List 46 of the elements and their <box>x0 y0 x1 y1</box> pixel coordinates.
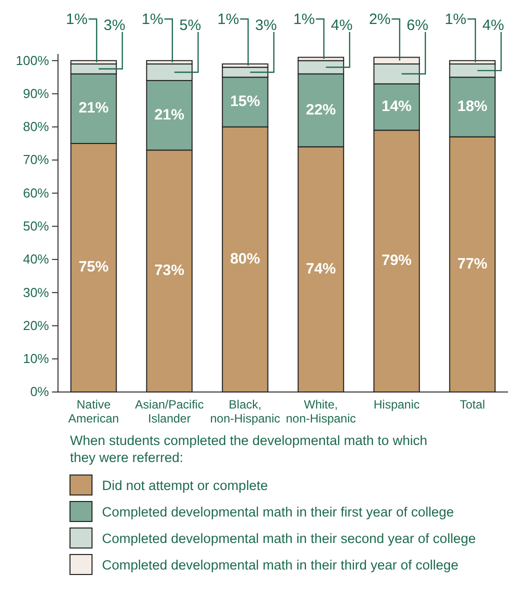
y-tick-label: 50% <box>22 218 50 234</box>
data-label: 22% <box>306 101 336 118</box>
y-tick-label: 80% <box>22 119 50 134</box>
data-label: 14% <box>382 98 412 115</box>
data-label: 21% <box>78 100 109 117</box>
data-label: 5% <box>179 17 202 34</box>
y-tick-label: 10% <box>22 351 50 366</box>
data-label: 1% <box>444 11 466 28</box>
y-tick-label: 30% <box>22 284 50 300</box>
data-label: 74% <box>306 260 336 278</box>
y-tick-label: 40% <box>22 252 50 267</box>
legend-label: Completed developmental math in their first year of college <box>102 504 454 520</box>
data-label: 4% <box>482 17 504 34</box>
data-label: 21% <box>154 106 184 124</box>
data-label: 1% <box>142 11 164 28</box>
y-tick-label: 0% <box>30 384 50 400</box>
y-tick-label: 100% <box>16 52 50 68</box>
data-label: 4% <box>330 17 353 34</box>
x-tick-label: Black, non-Hispanic <box>210 398 280 426</box>
x-tick-label: Hispanic <box>374 398 420 412</box>
data-label: 1% <box>293 11 315 28</box>
x-tick-label: White, non-Hispanic <box>286 398 356 426</box>
y-tick-label: 90% <box>22 86 50 101</box>
data-label: 2% <box>368 11 391 28</box>
data-label: 79% <box>382 252 412 270</box>
data-label: 77% <box>457 255 488 272</box>
data-label: 18% <box>457 98 488 115</box>
x-tick-label: Native American <box>68 398 119 426</box>
legend-label: Completed developmental math in their second year of college <box>102 531 476 546</box>
data-label: 1% <box>66 11 88 28</box>
data-label: 73% <box>154 262 184 280</box>
data-label: 3% <box>255 17 277 34</box>
data-label: 6% <box>406 17 428 34</box>
data-label: 3% <box>104 17 126 34</box>
data-label: 80% <box>230 250 260 268</box>
data-label: 75% <box>78 258 109 276</box>
data-label: 1% <box>217 11 240 28</box>
x-tick-label: Asian/Pacific Islander <box>135 398 204 426</box>
x-tick-label: Total <box>460 398 486 412</box>
data-label: 15% <box>230 93 260 110</box>
legend-label: Completed developmental math in their third year of college <box>102 558 458 572</box>
y-tick-label: 60% <box>22 185 50 200</box>
y-tick-label: 70% <box>22 152 50 168</box>
legend-label: Did not attempt or complete <box>102 478 268 493</box>
legend-title: When students completed the developmental math to which they were referred: <box>70 433 428 465</box>
y-tick-label: 20% <box>22 318 50 333</box>
